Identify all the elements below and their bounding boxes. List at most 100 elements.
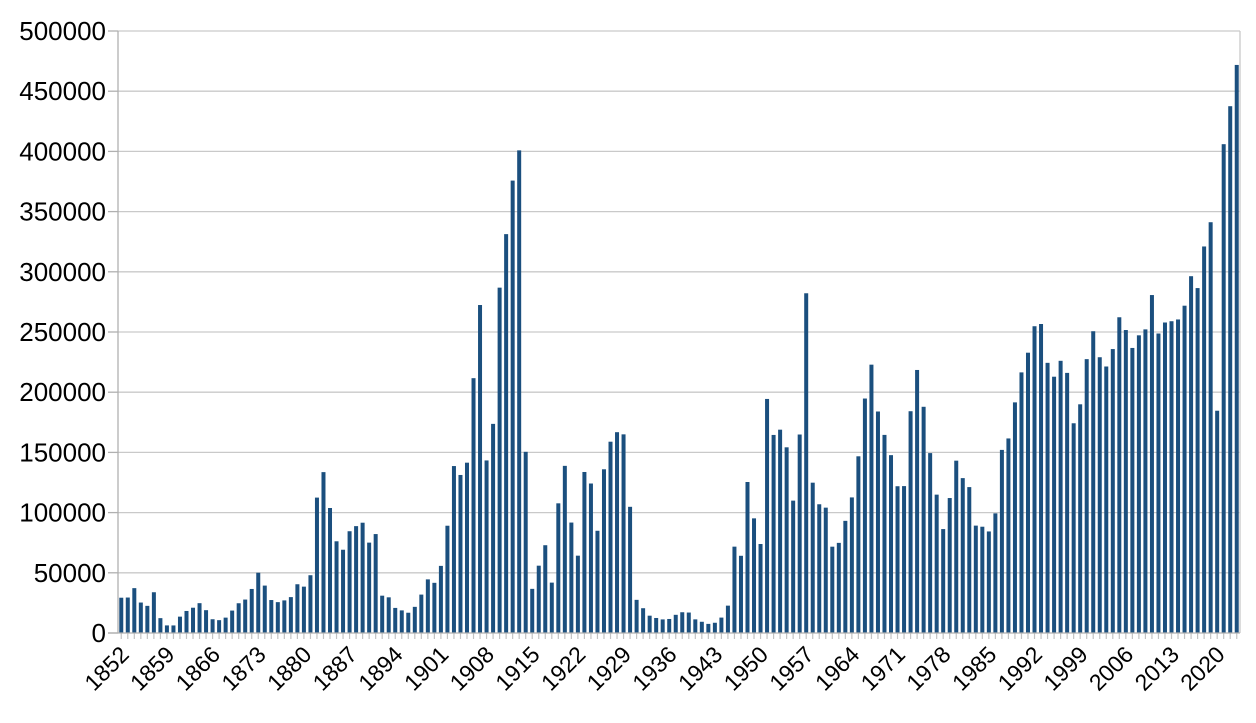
bar-1967 (869, 364, 874, 633)
bar-1887 (347, 531, 352, 633)
bar-1973 (908, 411, 913, 633)
bar-1992 (1032, 326, 1037, 633)
bar-1993 (1039, 324, 1044, 633)
bar-2012 (1162, 322, 1167, 633)
bar-1939 (686, 612, 691, 633)
bar-1853 (125, 597, 130, 633)
bar-1884 (328, 508, 333, 633)
bar-1996 (1058, 360, 1063, 633)
x-axis-label: 2013 (1129, 641, 1184, 696)
bar-1888 (354, 526, 359, 633)
x-axis-label: 1950 (718, 641, 773, 696)
bar-1947 (738, 555, 743, 633)
bar-1896 (406, 612, 411, 633)
bar-1885 (334, 541, 339, 633)
bar-1954 (784, 447, 789, 633)
bar-1998 (1071, 423, 1076, 633)
x-axis-label: 1971 (855, 641, 910, 696)
bar-1956 (797, 434, 802, 633)
bar-1895 (399, 610, 404, 633)
bar-1977 (934, 494, 939, 633)
x-axis-label: 1866 (171, 641, 226, 696)
bar-1981 (960, 478, 965, 633)
bars-group (119, 64, 1239, 633)
bar-1991 (1025, 352, 1030, 633)
bar-1893 (386, 597, 391, 633)
bar-1868 (223, 617, 228, 633)
bar-1990 (1019, 372, 1024, 633)
bar-2022 (1228, 106, 1233, 633)
y-axis-label: 500000 (19, 16, 106, 46)
bar-1951 (765, 398, 770, 633)
bar-1929 (621, 434, 626, 633)
bar-1963 (843, 520, 848, 633)
x-axis-label: 1936 (627, 641, 682, 696)
x-axis-label: 1873 (216, 641, 271, 696)
bar-1921 (569, 522, 574, 633)
y-axis-label: 400000 (19, 136, 106, 166)
x-axis-label: 1901 (399, 641, 454, 696)
bar-2020 (1215, 410, 1220, 633)
bar-1897 (412, 606, 417, 633)
bar-1860 (171, 625, 176, 633)
bar-1918 (549, 582, 554, 633)
bar-1908 (484, 460, 489, 633)
bar-1975 (921, 406, 926, 633)
y-axis-label: 250000 (19, 317, 106, 347)
bar-1924 (588, 483, 593, 633)
bar-1982 (967, 487, 972, 633)
bar-1997 (1065, 372, 1070, 633)
bar-1971 (895, 486, 900, 633)
bar-1935 (660, 619, 665, 633)
x-axis-labels: 1852185918661873188018871894190119081915… (79, 641, 1229, 696)
y-axis-label: 150000 (19, 437, 106, 467)
y-axis-labels: 0 50000 100000 150000 200000 250000 300000 3500… (19, 16, 106, 648)
bar-1867 (217, 620, 222, 633)
bar-2006 (1123, 330, 1128, 633)
x-axis-label: 1992 (992, 641, 1047, 696)
bar-1927 (608, 441, 613, 633)
bar-2014 (1176, 319, 1181, 633)
bar-1912 (510, 180, 515, 633)
bar-1878 (288, 597, 293, 633)
bar-1922 (575, 555, 580, 633)
bar-1941 (699, 621, 704, 633)
bar-1900 (432, 582, 437, 633)
x-axis-label: 1859 (125, 641, 180, 696)
y-axis-label: 0 (92, 618, 106, 648)
bar-1966 (862, 398, 867, 633)
bar-1892 (380, 595, 385, 633)
bar-1854 (132, 588, 137, 633)
bar-2003 (1104, 366, 1109, 633)
x-axis-label: 1929 (582, 641, 637, 696)
bar-1968 (875, 411, 880, 633)
bar-1913 (517, 150, 522, 633)
x-axis-label: 1978 (901, 641, 956, 696)
bar-1914 (523, 451, 528, 633)
bar-1932 (641, 608, 646, 633)
bar-1920 (562, 465, 567, 633)
bar-2009 (1143, 329, 1148, 633)
bar-2013 (1169, 321, 1174, 633)
bar-1869 (230, 610, 235, 633)
bar-1970 (889, 455, 894, 633)
y-axis-label: 300000 (19, 257, 106, 287)
bar-1859 (164, 625, 169, 633)
bar-1902 (445, 525, 450, 633)
x-axis-label: 1887 (308, 641, 363, 696)
bar-1994 (1045, 362, 1050, 633)
bar-1943 (712, 622, 717, 633)
bar-1894 (393, 607, 398, 633)
x-axis-label: 1985 (947, 641, 1002, 696)
bar-1952 (771, 434, 776, 633)
bar-1886 (341, 549, 346, 633)
bar-1905 (464, 462, 469, 633)
x-axis-label: 1943 (673, 641, 728, 696)
bar-1875 (269, 600, 274, 633)
bar-1964 (849, 497, 854, 633)
bar-1934 (654, 617, 659, 633)
bar-1984 (980, 526, 985, 633)
bar-2001 (1091, 331, 1096, 633)
bar-2002 (1097, 357, 1102, 633)
